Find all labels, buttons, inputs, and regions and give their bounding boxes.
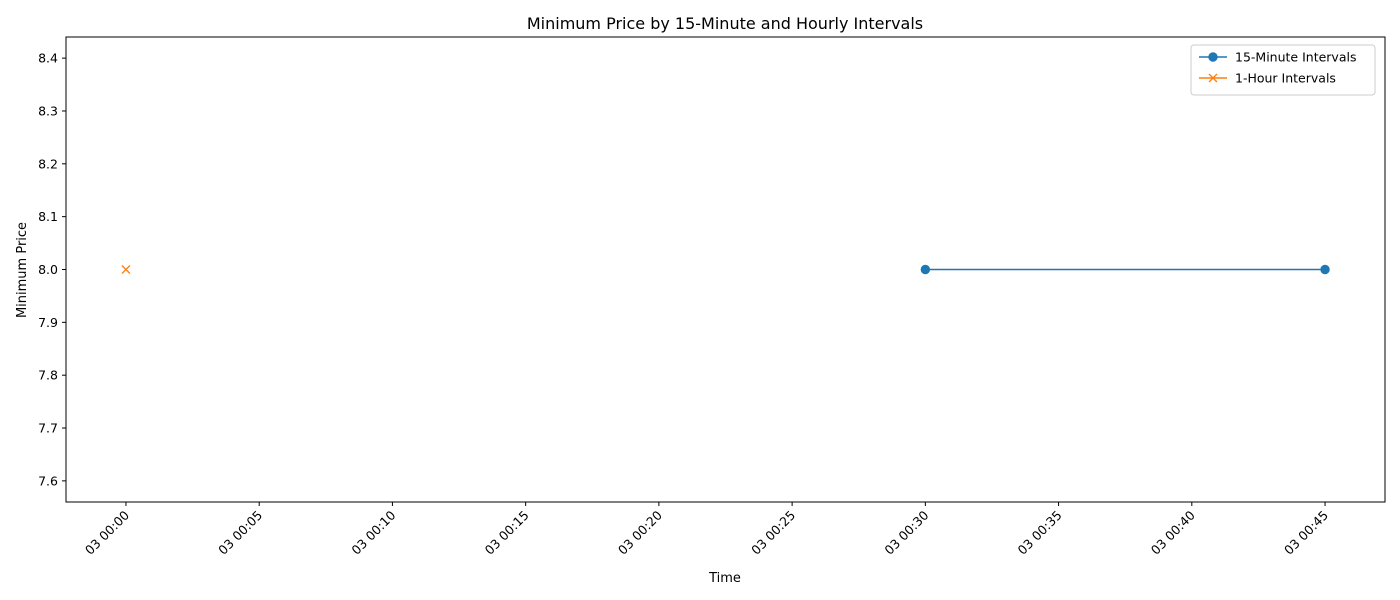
legend-label: 1-Hour Intervals [1235, 71, 1336, 86]
x-tick-label: 03 00:05 [215, 508, 265, 558]
legend-label: 15-Minute Intervals [1235, 50, 1356, 65]
series-0 [920, 264, 1330, 275]
legend-entry: 1-Hour Intervals [1199, 71, 1336, 86]
data-point [920, 264, 931, 275]
y-tick-label: 7.7 [38, 421, 58, 436]
legend-box [1190, 44, 1376, 96]
legend-marker [1208, 52, 1218, 62]
data-point [121, 265, 131, 274]
legend: 15-Minute Intervals 1-Hour Intervals [1190, 44, 1376, 96]
x-tick-label: 03 00:35 [1015, 508, 1065, 558]
y-tick-label: 8.0 [38, 262, 58, 277]
x-tick-label: 03 00:20 [615, 507, 665, 557]
data-point [1320, 264, 1330, 275]
y-tick-label: 8.1 [38, 209, 58, 224]
x-tick-label: 03 00:40 [1148, 507, 1198, 557]
y-tick-label: 7.9 [38, 315, 58, 330]
y-tick-label: 8.4 [38, 51, 58, 66]
y-tick-label: 7.6 [38, 473, 58, 488]
x-tick-label: 03 00:30 [881, 507, 931, 557]
legend-marker [1208, 73, 1218, 83]
x-tick-label: 03 00:00 [82, 507, 132, 557]
x-tick-label: 03 00:45 [1281, 508, 1331, 558]
y-axis: 7.6 7.7 7.8 7.9 8.0 8.1 8.2 8.3 8.4 [38, 51, 66, 488]
x-tick-label: 03 00:25 [748, 508, 798, 558]
y-axis-label: Minimum Price [15, 222, 30, 318]
x-axis-label: Time [708, 571, 741, 586]
series-1 [121, 265, 131, 274]
y-tick-label: 8.2 [38, 156, 58, 171]
x-tick-label: 03 00:10 [348, 507, 398, 557]
plot-area [121, 264, 1330, 275]
chart-title: Minimum Price by 15-Minute and Hourly In… [527, 14, 923, 33]
x-axis: 03 00:00 03 00:05 03 00:10 03 00:15 03 00:20… [82, 502, 1331, 558]
x-tick-label: 03 00:15 [482, 508, 532, 558]
legend-entry: 15-Minute Intervals [1199, 50, 1356, 65]
y-tick-label: 7.8 [38, 368, 58, 383]
y-tick-label: 8.3 [38, 103, 58, 118]
